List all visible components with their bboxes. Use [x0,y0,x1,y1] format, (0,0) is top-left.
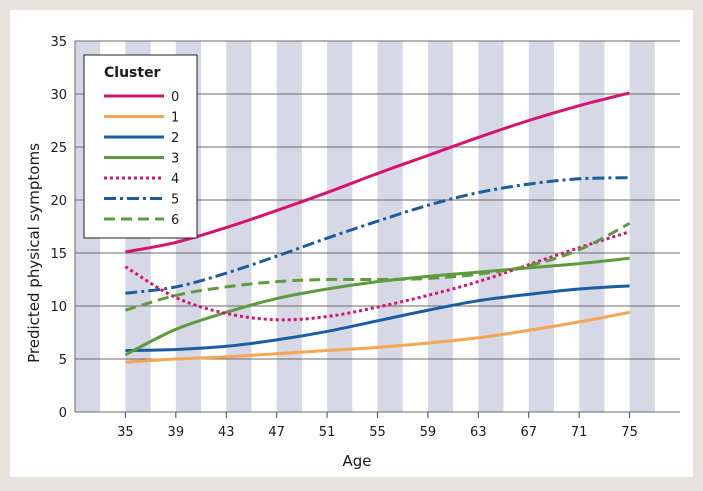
legend-label: 3 [171,152,179,167]
y-tick-label: 25 [50,141,67,156]
background-band [478,41,504,412]
series-line-cluster-4 [124,230,631,322]
legend-box [83,54,198,239]
background-band [579,41,605,412]
y-tick-label: 30 [50,88,67,103]
y-tick-label: 20 [50,194,67,209]
background-band [427,41,454,412]
x-tick-label: 55 [369,425,386,440]
legend: Cluster 0 1 2 3 4 5 6 [83,54,198,239]
x-tick-label: 39 [168,425,185,440]
background-band [276,41,302,412]
series-line-cluster-6 [124,221,631,312]
y-axis-label: Predicted physical symptoms [25,143,43,363]
series-line-cluster-2 [125,284,630,353]
series-line-cluster-5 [125,176,630,295]
x-tick-label: 51 [319,425,336,440]
y-tick-label: 15 [50,247,67,262]
series-line-cluster-3 [124,256,630,357]
x-tick-label: 75 [621,425,638,440]
x-tick-label: 35 [117,425,134,440]
x-axis-label: Age [342,452,371,470]
background-band [377,41,403,412]
series-line-cluster-1 [125,310,630,364]
y-tick-label: 35 [50,35,67,50]
x-tick-label: 63 [470,425,487,440]
y-tick-label: 0 [59,406,67,421]
legend-label: 6 [171,213,179,228]
legend-title: Cluster [104,65,161,81]
legend-label: 0 [171,90,179,105]
legend-label: 2 [171,131,179,146]
background-band [528,41,554,412]
y-tick-label: 5 [59,353,67,368]
background-band [629,41,655,412]
x-tick-label: 43 [218,425,235,440]
legend-label: 5 [171,193,179,208]
x-tick-label: 71 [571,425,588,440]
x-tick-label: 59 [420,425,437,440]
series-lines [124,91,631,364]
legend-label: 4 [171,172,179,187]
x-tick-label: 67 [520,425,537,440]
series-line-cluster-0 [125,91,630,254]
legend-label: 1 [171,111,179,126]
x-tick-label: 47 [268,425,285,440]
background-band [327,41,353,412]
y-tick-label: 10 [50,300,67,315]
